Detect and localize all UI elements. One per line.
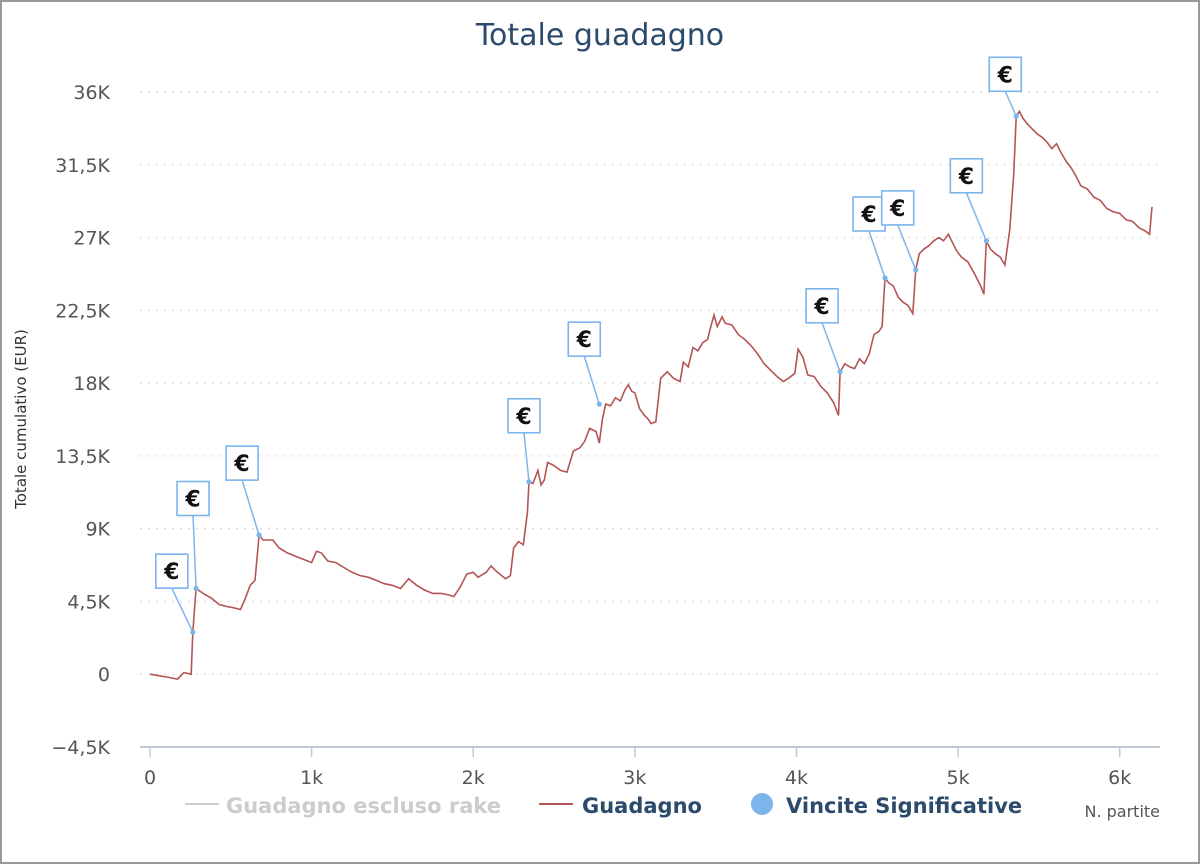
y-tick-label: 9K: [85, 519, 110, 541]
flag-connector: [241, 479, 260, 536]
significant-win-point[interactable]: [256, 532, 262, 538]
significant-win-flag[interactable]: €: [225, 445, 262, 538]
flag-connector: [192, 515, 197, 589]
flag-euro-label: €: [860, 203, 876, 228]
flag-euro-label: €: [958, 165, 974, 190]
significant-win-point[interactable]: [913, 267, 919, 273]
flag-connector: [171, 587, 194, 633]
significant-win-flag[interactable]: €: [880, 190, 919, 273]
flag-connector: [1004, 90, 1017, 117]
flag-euro-label: €: [163, 560, 179, 585]
y-tick-label: 22,5K: [55, 300, 110, 322]
y-tick-label: 27K: [73, 228, 110, 250]
y-tick-label: 4,5K: [67, 591, 110, 613]
x-tick-label: 0: [144, 767, 156, 789]
flag-connector: [821, 322, 841, 373]
significant-win-flag[interactable]: €: [852, 196, 888, 281]
significant-win-point[interactable]: [983, 238, 989, 244]
x-tick-label: 6k: [1108, 767, 1131, 789]
x-tick-label: 2k: [462, 767, 485, 789]
significant-win-point[interactable]: [882, 275, 888, 281]
plot-area: € € € € € € € € € €: [149, 56, 1153, 680]
significant-win-point[interactable]: [596, 401, 602, 407]
legend-label-guadagno-escluso-rake: Guadagno escluso rake: [226, 794, 501, 818]
legend-item-guadagno[interactable]: Guadagno: [539, 794, 702, 818]
y-tick-label: −4,5K: [51, 737, 110, 759]
legend-swatch-vincite-significative: [751, 793, 773, 815]
flag-box: [155, 553, 189, 589]
flag-euro-label: €: [576, 328, 592, 353]
legend: Guadagno escluso rake Guadagno Vincite S…: [185, 793, 1022, 818]
y-tick-label: 31,5K: [55, 155, 110, 177]
y-tick-label: 13,5K: [55, 446, 110, 468]
flag-euro-label: €: [233, 452, 249, 477]
flag-box: [507, 397, 541, 434]
significant-win-flag[interactable]: €: [176, 480, 210, 592]
flag-box: [949, 157, 984, 194]
flag-euro-label: €: [184, 488, 200, 513]
x-axis-label: N. partite: [1084, 802, 1160, 821]
significant-win-flag[interactable]: €: [988, 56, 1023, 119]
grid-lines: [140, 91, 1160, 675]
flag-box: [176, 480, 210, 517]
legend-item-vincite-significative[interactable]: Vincite Significative: [751, 793, 1022, 818]
significant-win-point[interactable]: [190, 629, 196, 635]
flag-euro-label: €: [997, 63, 1013, 88]
flag-connector: [523, 432, 530, 482]
legend-label-guadagno: Guadagno: [582, 794, 702, 818]
significant-win-flag[interactable]: €: [805, 287, 843, 375]
x-axis-ticks: 0 1k 2k 3k 4k 5k 6k: [144, 747, 1131, 789]
significant-win-flag[interactable]: €: [949, 157, 989, 244]
flag-box: [880, 190, 915, 226]
flag-euro-label: €: [813, 295, 829, 320]
y-axis-label: Totale cumulativo (EUR): [12, 329, 30, 510]
flag-box: [567, 321, 602, 357]
significant-win-flags: € € € € € € € € € €: [155, 56, 1023, 635]
significant-win-point[interactable]: [193, 585, 199, 592]
legend-item-guadagno-escluso-rake[interactable]: Guadagno escluso rake: [185, 794, 501, 818]
significant-win-point[interactable]: [837, 369, 843, 375]
significant-win-point[interactable]: [526, 479, 532, 485]
chart-title: Totale guadagno: [475, 18, 724, 53]
y-axis-ticks: −4,5K 0 4,5K 9K 13,5K 18K 22,5K 27K 31,5K 36K: [51, 82, 110, 759]
flag-box: [805, 287, 839, 324]
flag-connector: [583, 355, 600, 405]
flag-connector: [965, 192, 988, 242]
x-tick-label: 3k: [623, 767, 646, 789]
significant-win-point[interactable]: [1013, 113, 1019, 119]
flag-box: [225, 445, 259, 481]
flag-connector: [868, 230, 886, 279]
flag-connector: [897, 224, 917, 271]
y-tick-label: 0: [98, 664, 110, 686]
significant-win-flag[interactable]: €: [507, 397, 541, 485]
y-tick-label: 36K: [73, 82, 110, 104]
x-tick-label: 1k: [300, 767, 323, 789]
legend-label-vincite-significative: Vincite Significative: [786, 794, 1022, 818]
significant-win-flag[interactable]: €: [155, 553, 196, 635]
flag-euro-label: €: [889, 197, 905, 222]
y-tick-label: 18K: [73, 373, 110, 395]
flag-box: [988, 56, 1023, 93]
x-tick-label: 5k: [947, 767, 970, 789]
series-line-guadagno: [149, 109, 1153, 680]
significant-win-flag[interactable]: €: [567, 321, 602, 407]
flag-box: [852, 196, 886, 232]
flag-euro-label: €: [515, 405, 531, 430]
x-tick-label: 4k: [785, 767, 808, 789]
